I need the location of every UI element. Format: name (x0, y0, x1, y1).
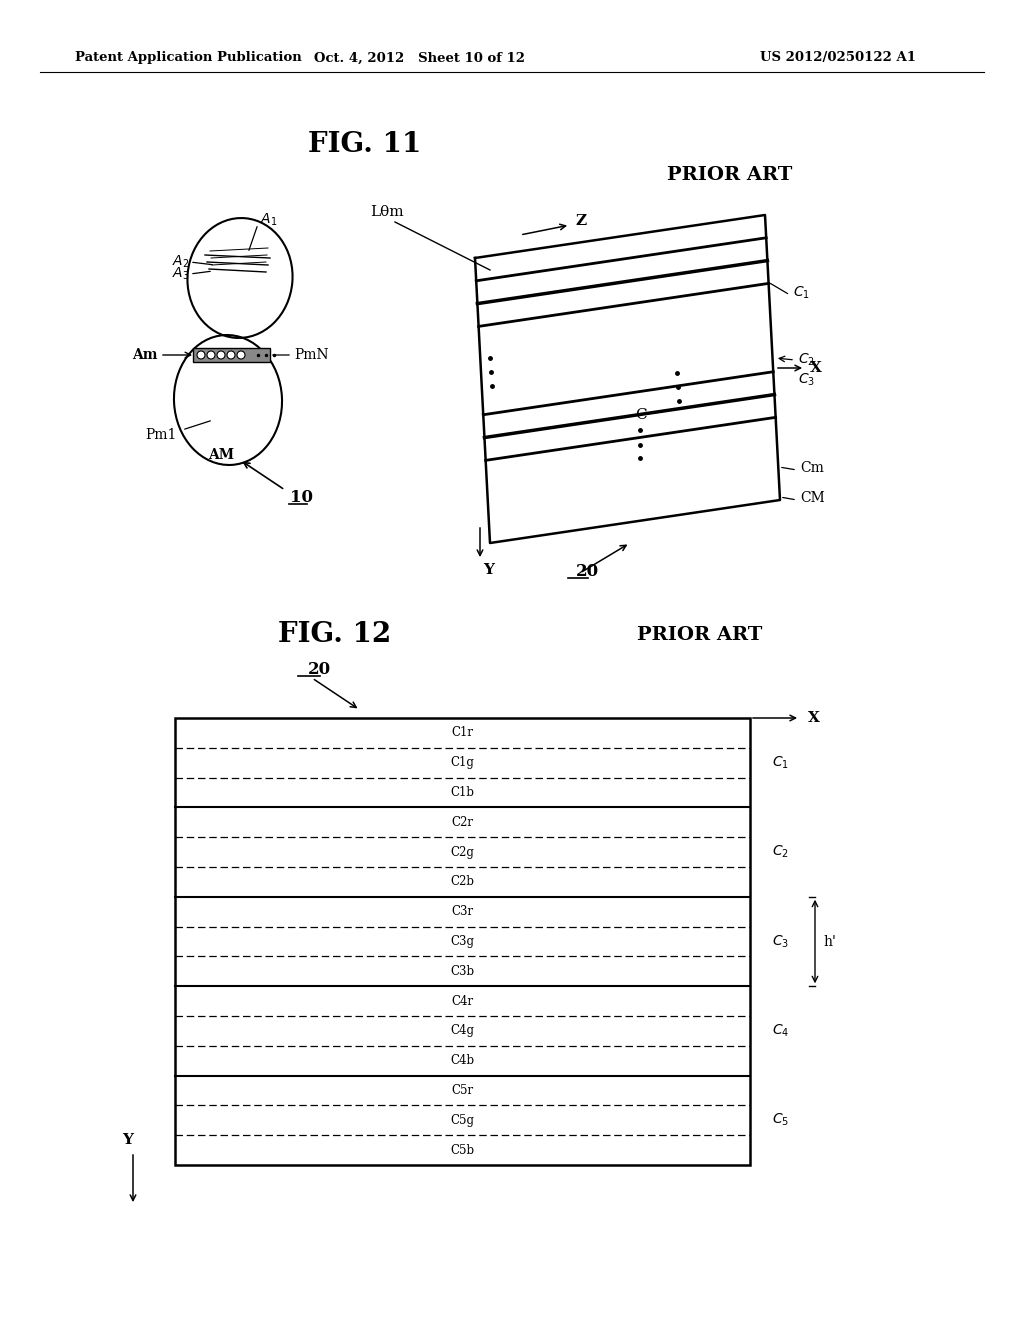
Text: $C_5$: $C_5$ (772, 1111, 790, 1129)
Text: $A_2$: $A_2$ (172, 253, 189, 271)
Text: C4r: C4r (452, 994, 473, 1007)
Text: C1r: C1r (452, 726, 473, 739)
Text: Am: Am (132, 348, 158, 362)
Text: C3g: C3g (451, 935, 474, 948)
Text: US 2012/0250122 A1: US 2012/0250122 A1 (760, 51, 916, 65)
Text: $C_2$: $C_2$ (772, 843, 788, 861)
Text: PRIOR ART: PRIOR ART (668, 166, 793, 183)
Text: C5r: C5r (452, 1084, 473, 1097)
Text: C5b: C5b (451, 1143, 474, 1156)
Text: $A_1$: $A_1$ (260, 211, 278, 228)
Text: $C_1$: $C_1$ (772, 755, 788, 771)
Text: $C_3$: $C_3$ (798, 372, 815, 388)
Text: FIG. 11: FIG. 11 (308, 132, 422, 158)
Text: C4b: C4b (451, 1055, 474, 1067)
Text: $C_1$: $C_1$ (793, 285, 810, 301)
Text: Patent Application Publication: Patent Application Publication (75, 51, 302, 65)
Text: FIG. 12: FIG. 12 (279, 622, 391, 648)
Text: 10: 10 (290, 490, 313, 507)
Text: Lθm: Lθm (370, 205, 403, 219)
Text: Pm1: Pm1 (145, 428, 176, 442)
Bar (193, 348, 270, 362)
Text: $C_2$: $C_2$ (798, 352, 815, 368)
Text: C4g: C4g (451, 1024, 474, 1038)
Text: X: X (810, 360, 822, 375)
Text: AM: AM (208, 447, 234, 462)
Text: PmN: PmN (294, 348, 329, 362)
Text: Cm: Cm (800, 461, 824, 475)
Text: C1b: C1b (451, 785, 474, 799)
Text: CM: CM (800, 491, 824, 506)
Text: C3r: C3r (452, 906, 473, 919)
Circle shape (227, 351, 234, 359)
Circle shape (197, 351, 205, 359)
Text: 20: 20 (575, 564, 599, 581)
Text: Oct. 4, 2012   Sheet 10 of 12: Oct. 4, 2012 Sheet 10 of 12 (314, 51, 525, 65)
Text: h': h' (823, 935, 836, 949)
Text: PRIOR ART: PRIOR ART (637, 626, 763, 644)
Text: C3b: C3b (451, 965, 474, 978)
Text: C: C (635, 408, 646, 422)
Text: Y: Y (483, 564, 494, 577)
Text: C1g: C1g (451, 756, 474, 770)
Circle shape (217, 351, 225, 359)
Text: Y: Y (123, 1133, 133, 1147)
Text: Z: Z (575, 214, 586, 228)
Text: C5g: C5g (451, 1114, 474, 1127)
Text: X: X (808, 711, 820, 725)
Text: $C_3$: $C_3$ (772, 933, 790, 949)
Circle shape (207, 351, 215, 359)
Text: C2b: C2b (451, 875, 474, 888)
Text: $A_3$: $A_3$ (172, 265, 189, 282)
Text: C2r: C2r (452, 816, 473, 829)
Circle shape (237, 351, 245, 359)
Bar (175, 718, 750, 1166)
Text: C2g: C2g (451, 846, 474, 858)
Text: $C_4$: $C_4$ (772, 1023, 790, 1039)
Text: 20: 20 (308, 661, 331, 678)
